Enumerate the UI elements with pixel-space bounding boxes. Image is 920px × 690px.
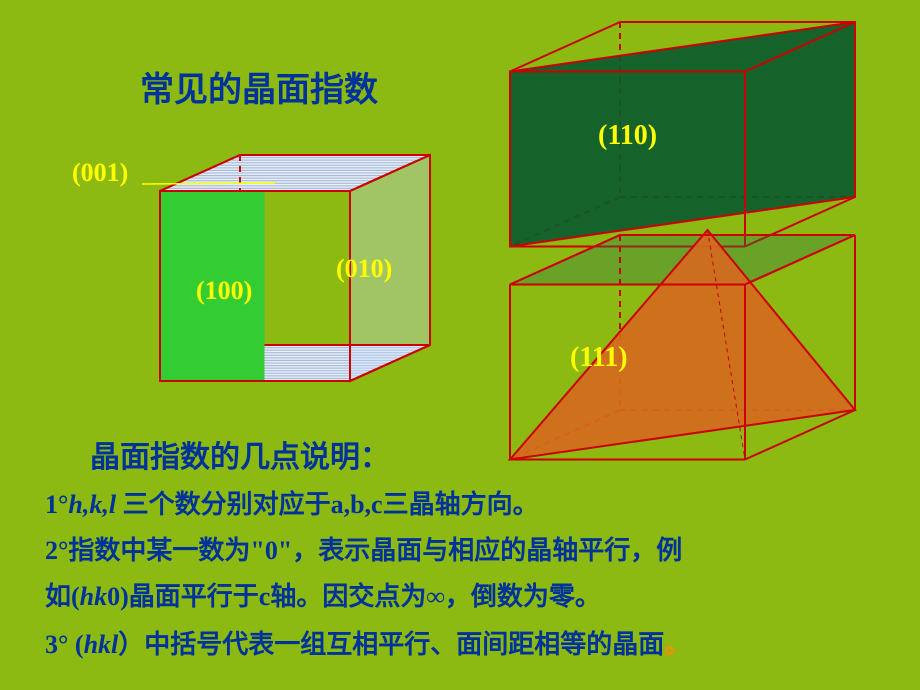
point-3-hkl: hkl [84,630,119,659]
point-3-c: ）中括号代表一组互相平行、面间距相等的晶面 [118,630,664,659]
subtitle: 晶面指数的几点说明： [90,432,390,476]
point-1-rest: 三个数分别对应于a,b,c三晶轴方向。 [116,490,539,519]
point-3-a: 3° ( [45,630,84,659]
point-2b-c: 0)晶面平行于c轴。因交点为∞，倒数为零。 [107,582,601,611]
point-3: 3° (hkl）中括号代表一组互相平行、面间距相等的晶面。 [45,624,690,661]
point-1-prefix: 1° [45,490,68,519]
point-3-period: 。 [664,630,690,659]
point-2-line1: 2°指数中某一数为"0"，表示晶面与相应的晶轴平行，例 [45,530,682,567]
label-111: (111) [570,342,628,374]
point-2-line2: 如(hk0)晶面平行于c轴。因交点为∞，倒数为零。 [45,576,601,613]
point-1: 1°h,k,l 三个数分别对应于a,b,c三晶轴方向。 [45,484,539,521]
point-1-hkl: h,k,l [68,490,116,519]
point-2b-hk: hk [80,582,107,611]
point-2b-a: 如( [45,582,80,611]
